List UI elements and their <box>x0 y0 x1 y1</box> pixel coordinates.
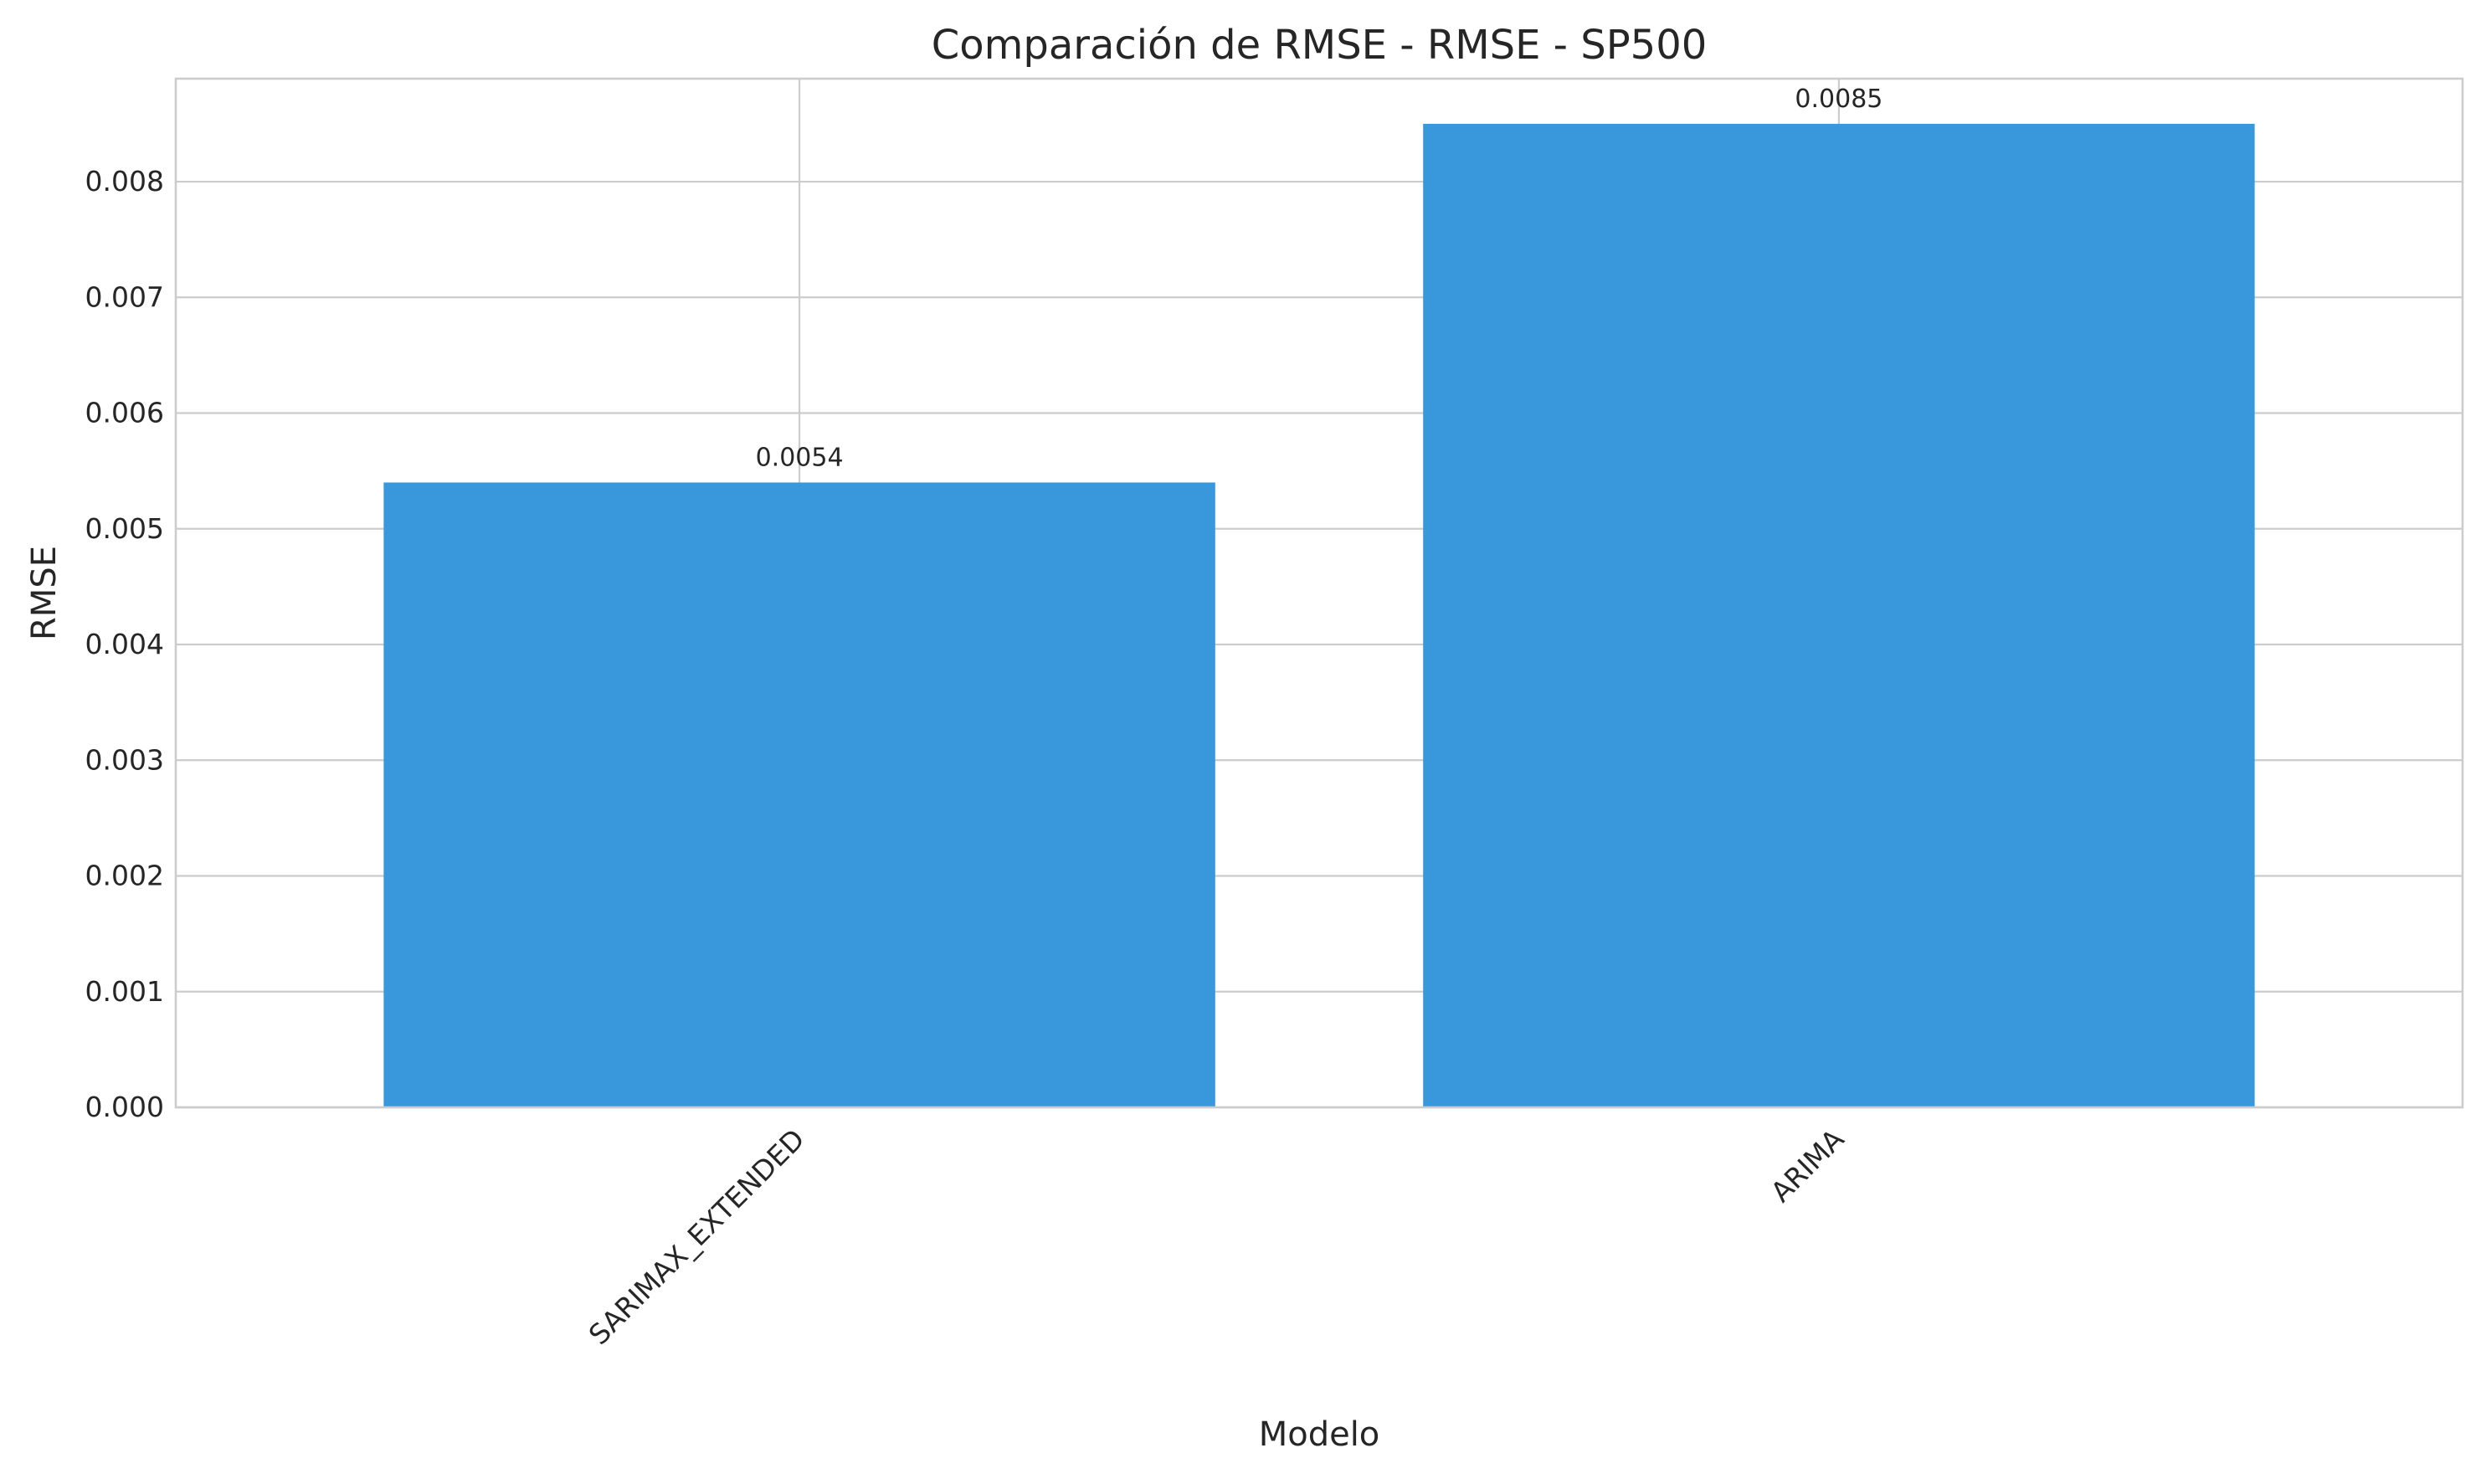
y-tick-label: 0.008 <box>85 165 164 198</box>
data-label: 0.0085 <box>1795 85 1882 114</box>
plot-frame <box>174 77 2464 1109</box>
chart-title: Comparación de RMSE - RMSE - SP500 <box>932 22 1708 69</box>
data-labels: 0.0054 0.0085 <box>756 85 1883 473</box>
bar-arima <box>1423 123 2255 1107</box>
x-tick-label: ARIMA <box>1764 1122 1851 1209</box>
data-label: 0.0054 <box>756 443 844 472</box>
y-axis-title: RMSE <box>25 546 64 640</box>
y-tick-label: 0.007 <box>85 280 164 313</box>
y-tick-label: 0.000 <box>85 1091 164 1123</box>
y-tick-label: 0.004 <box>85 628 164 660</box>
y-tick-label: 0.001 <box>85 975 164 1008</box>
y-axis-ticks: 0.000 0.001 0.002 0.003 0.004 0.005 0.006 0.007… <box>85 165 164 1123</box>
x-axis-title: Modelo <box>1259 1415 1380 1454</box>
y-tick-label: 0.006 <box>85 397 164 429</box>
bar-sarimax-extended <box>383 482 1215 1107</box>
y-tick-label: 0.005 <box>85 512 164 545</box>
bars <box>383 123 2255 1107</box>
y-tick-label: 0.003 <box>85 743 164 776</box>
x-tick-label: SARIMAX_EXTENDED <box>583 1122 811 1351</box>
y-tick-label: 0.002 <box>85 860 164 892</box>
x-axis-ticks: SARIMAX_EXTENDED ARIMA <box>583 1122 1851 1351</box>
